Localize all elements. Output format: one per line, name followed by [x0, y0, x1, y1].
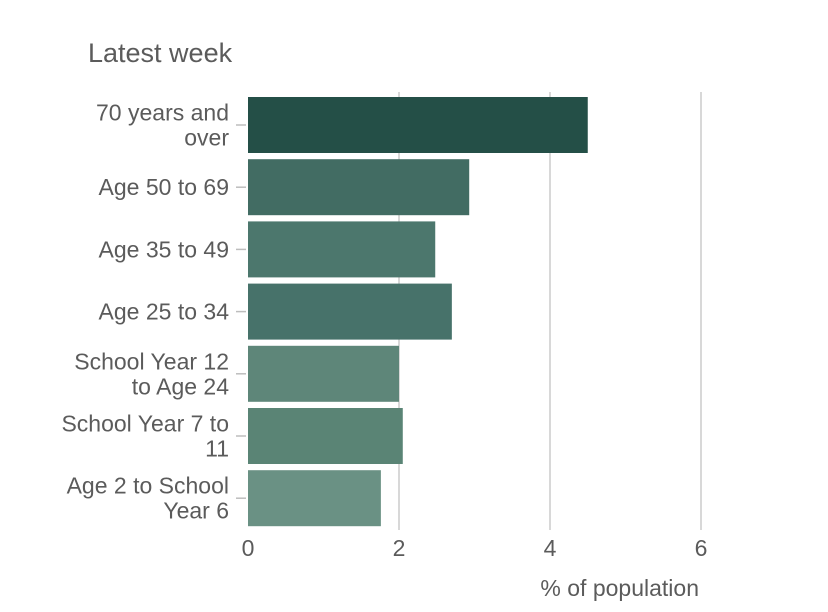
- category-label: Age 2 to School: [67, 473, 229, 499]
- x-tick-label: 4: [544, 535, 557, 561]
- x-tick-label: 2: [393, 535, 406, 561]
- bar[interactable]: [248, 221, 436, 278]
- bar[interactable]: [248, 470, 381, 527]
- category-label: 11: [205, 436, 229, 462]
- x-axis-title: % of population: [540, 575, 699, 601]
- category-label: Age 35 to 49: [99, 236, 229, 262]
- category-label: to Age 24: [132, 373, 229, 399]
- category-label: Age 25 to 34: [99, 299, 230, 325]
- category-label: Year 6: [163, 498, 229, 524]
- category-label: Age 50 to 69: [99, 174, 229, 200]
- bar[interactable]: [248, 97, 588, 153]
- category-label: School Year 12: [74, 348, 229, 374]
- bar[interactable]: [248, 283, 452, 340]
- y-tick-marks: [236, 124, 246, 499]
- bar[interactable]: [248, 408, 403, 464]
- category-label: School Year 7 to: [61, 411, 229, 437]
- category-label: over: [184, 125, 229, 151]
- x-tick-label: 0: [242, 535, 255, 561]
- bars: [248, 97, 588, 527]
- chart-title: Latest week: [88, 38, 233, 68]
- category-label: 70 years and: [96, 100, 229, 126]
- bar[interactable]: [248, 159, 470, 216]
- x-tick-label: 6: [695, 535, 708, 561]
- bar[interactable]: [248, 345, 399, 402]
- x-tick-labels: 0 2 4 6: [242, 535, 708, 561]
